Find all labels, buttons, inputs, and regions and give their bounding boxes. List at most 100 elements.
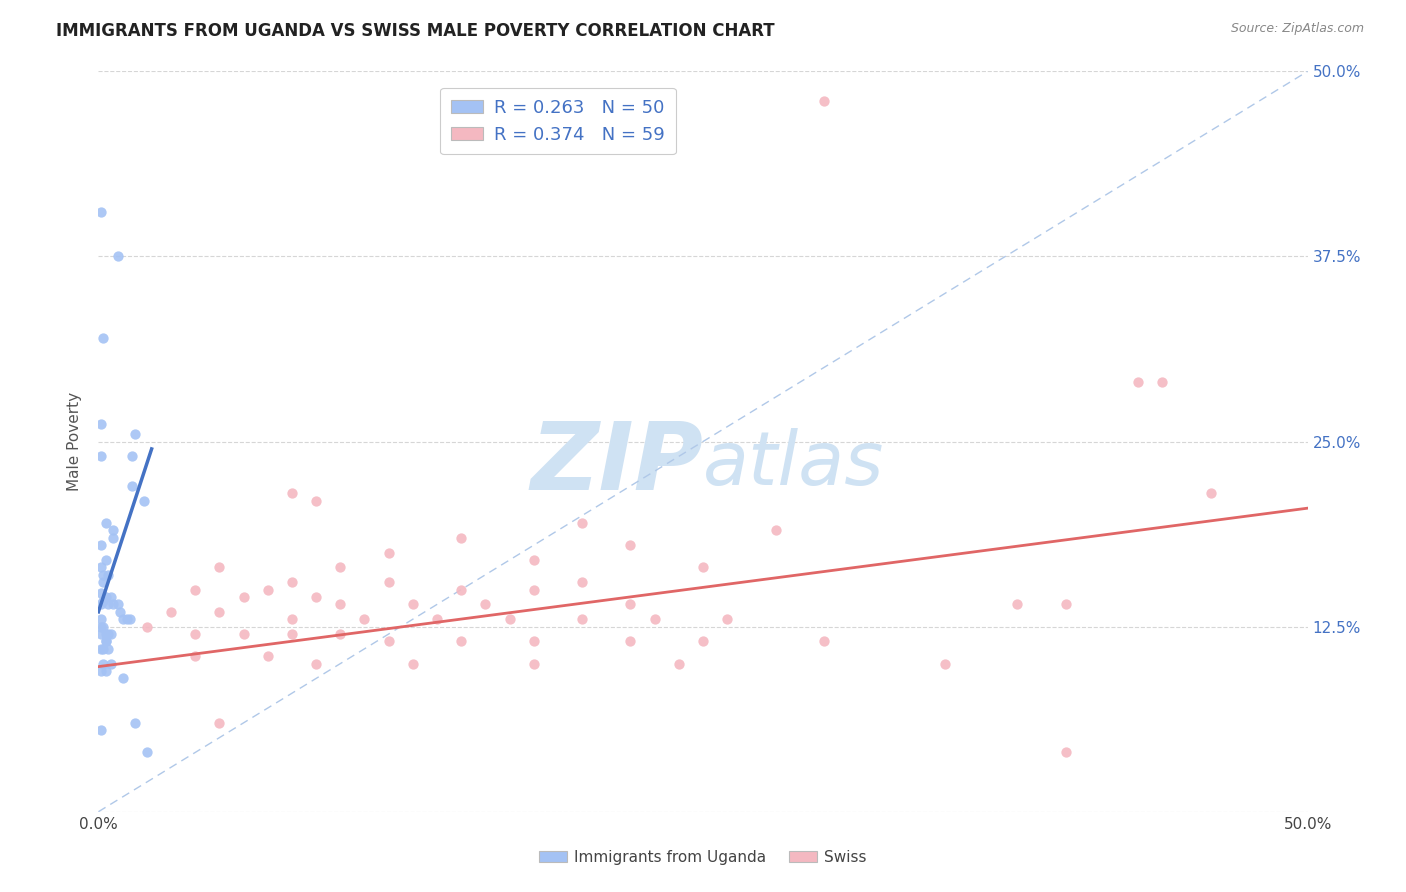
Point (90, 560, 112, 574)
Point (813, 634, 835, 648)
Point (1054, 598, 1077, 612)
Point (523, 657, 546, 671)
Point (450, 634, 472, 648)
Point (121, 450, 143, 464)
Point (184, 582, 207, 597)
Point (208, 560, 231, 574)
Point (571, 516, 593, 530)
Point (377, 634, 399, 648)
Text: Source: ZipAtlas.com: Source: ZipAtlas.com (1230, 22, 1364, 36)
Point (91, 575, 114, 590)
Point (101, 598, 124, 612)
Point (402, 598, 425, 612)
Point (1199, 486, 1222, 500)
Point (184, 649, 207, 664)
Point (426, 612, 449, 626)
Point (90, 538, 112, 552)
Point (90, 417, 112, 431)
Point (644, 612, 666, 626)
Point (571, 612, 593, 626)
Point (91, 594, 114, 608)
Point (305, 590, 328, 604)
Point (90, 612, 112, 626)
Point (208, 715, 231, 730)
Point (94, 590, 117, 604)
Point (124, 427, 146, 442)
Point (765, 524, 787, 538)
Point (232, 627, 254, 641)
Point (523, 634, 546, 648)
Point (329, 560, 352, 574)
Point (94, 516, 117, 530)
Point (450, 531, 472, 545)
Point (97, 598, 120, 612)
Point (94, 553, 117, 567)
Point (281, 486, 304, 500)
Legend: Immigrants from Uganda, Swiss: Immigrants from Uganda, Swiss (533, 844, 873, 871)
Point (1152, 376, 1174, 390)
Point (135, 619, 157, 633)
Text: ZIP: ZIP (530, 417, 703, 509)
Point (90, 585, 112, 599)
Point (94, 664, 117, 678)
Point (91, 641, 114, 656)
Text: IMMIGRANTS FROM UGANDA VS SWISS MALE POVERTY CORRELATION CHART: IMMIGRANTS FROM UGANDA VS SWISS MALE POV… (56, 22, 775, 40)
Point (619, 634, 641, 648)
Point (716, 612, 738, 626)
Point (94, 634, 117, 648)
Point (108, 605, 131, 619)
Point (329, 627, 352, 641)
Point (121, 479, 143, 493)
Point (1054, 746, 1077, 760)
Point (377, 575, 399, 590)
Point (124, 715, 146, 730)
Text: atlas: atlas (703, 428, 884, 500)
Point (90, 205, 112, 219)
Point (184, 627, 207, 641)
Point (107, 250, 129, 264)
Point (101, 531, 124, 545)
Point (111, 612, 134, 626)
Point (90, 627, 112, 641)
Point (117, 612, 139, 626)
Point (305, 493, 328, 508)
Point (232, 590, 254, 604)
Point (523, 553, 546, 567)
Point (1007, 598, 1029, 612)
Point (90, 664, 112, 678)
Legend: R = 0.263   N = 50, R = 0.374   N = 59: R = 0.263 N = 50, R = 0.374 N = 59 (440, 87, 676, 154)
Point (91, 331, 114, 345)
Point (91, 657, 114, 671)
Point (107, 598, 129, 612)
Point (100, 657, 122, 671)
Point (619, 598, 641, 612)
Point (1128, 376, 1150, 390)
Point (90, 641, 112, 656)
Point (498, 612, 520, 626)
Point (329, 598, 352, 612)
Point (208, 605, 231, 619)
Point (256, 582, 278, 597)
Point (668, 657, 690, 671)
Point (256, 649, 278, 664)
Point (135, 746, 157, 760)
Y-axis label: Male Poverty: Male Poverty (67, 392, 83, 491)
Point (281, 575, 304, 590)
Point (100, 627, 122, 641)
Point (571, 575, 593, 590)
Point (101, 524, 124, 538)
Point (934, 657, 956, 671)
Point (90, 598, 112, 612)
Point (523, 582, 546, 597)
Point (134, 493, 156, 508)
Point (90, 723, 112, 738)
Point (281, 612, 304, 626)
Point (100, 590, 122, 604)
Point (111, 672, 134, 686)
Point (692, 634, 714, 648)
Point (450, 582, 472, 597)
Point (90, 619, 112, 633)
Point (160, 605, 183, 619)
Point (97, 567, 120, 582)
Point (377, 546, 399, 560)
